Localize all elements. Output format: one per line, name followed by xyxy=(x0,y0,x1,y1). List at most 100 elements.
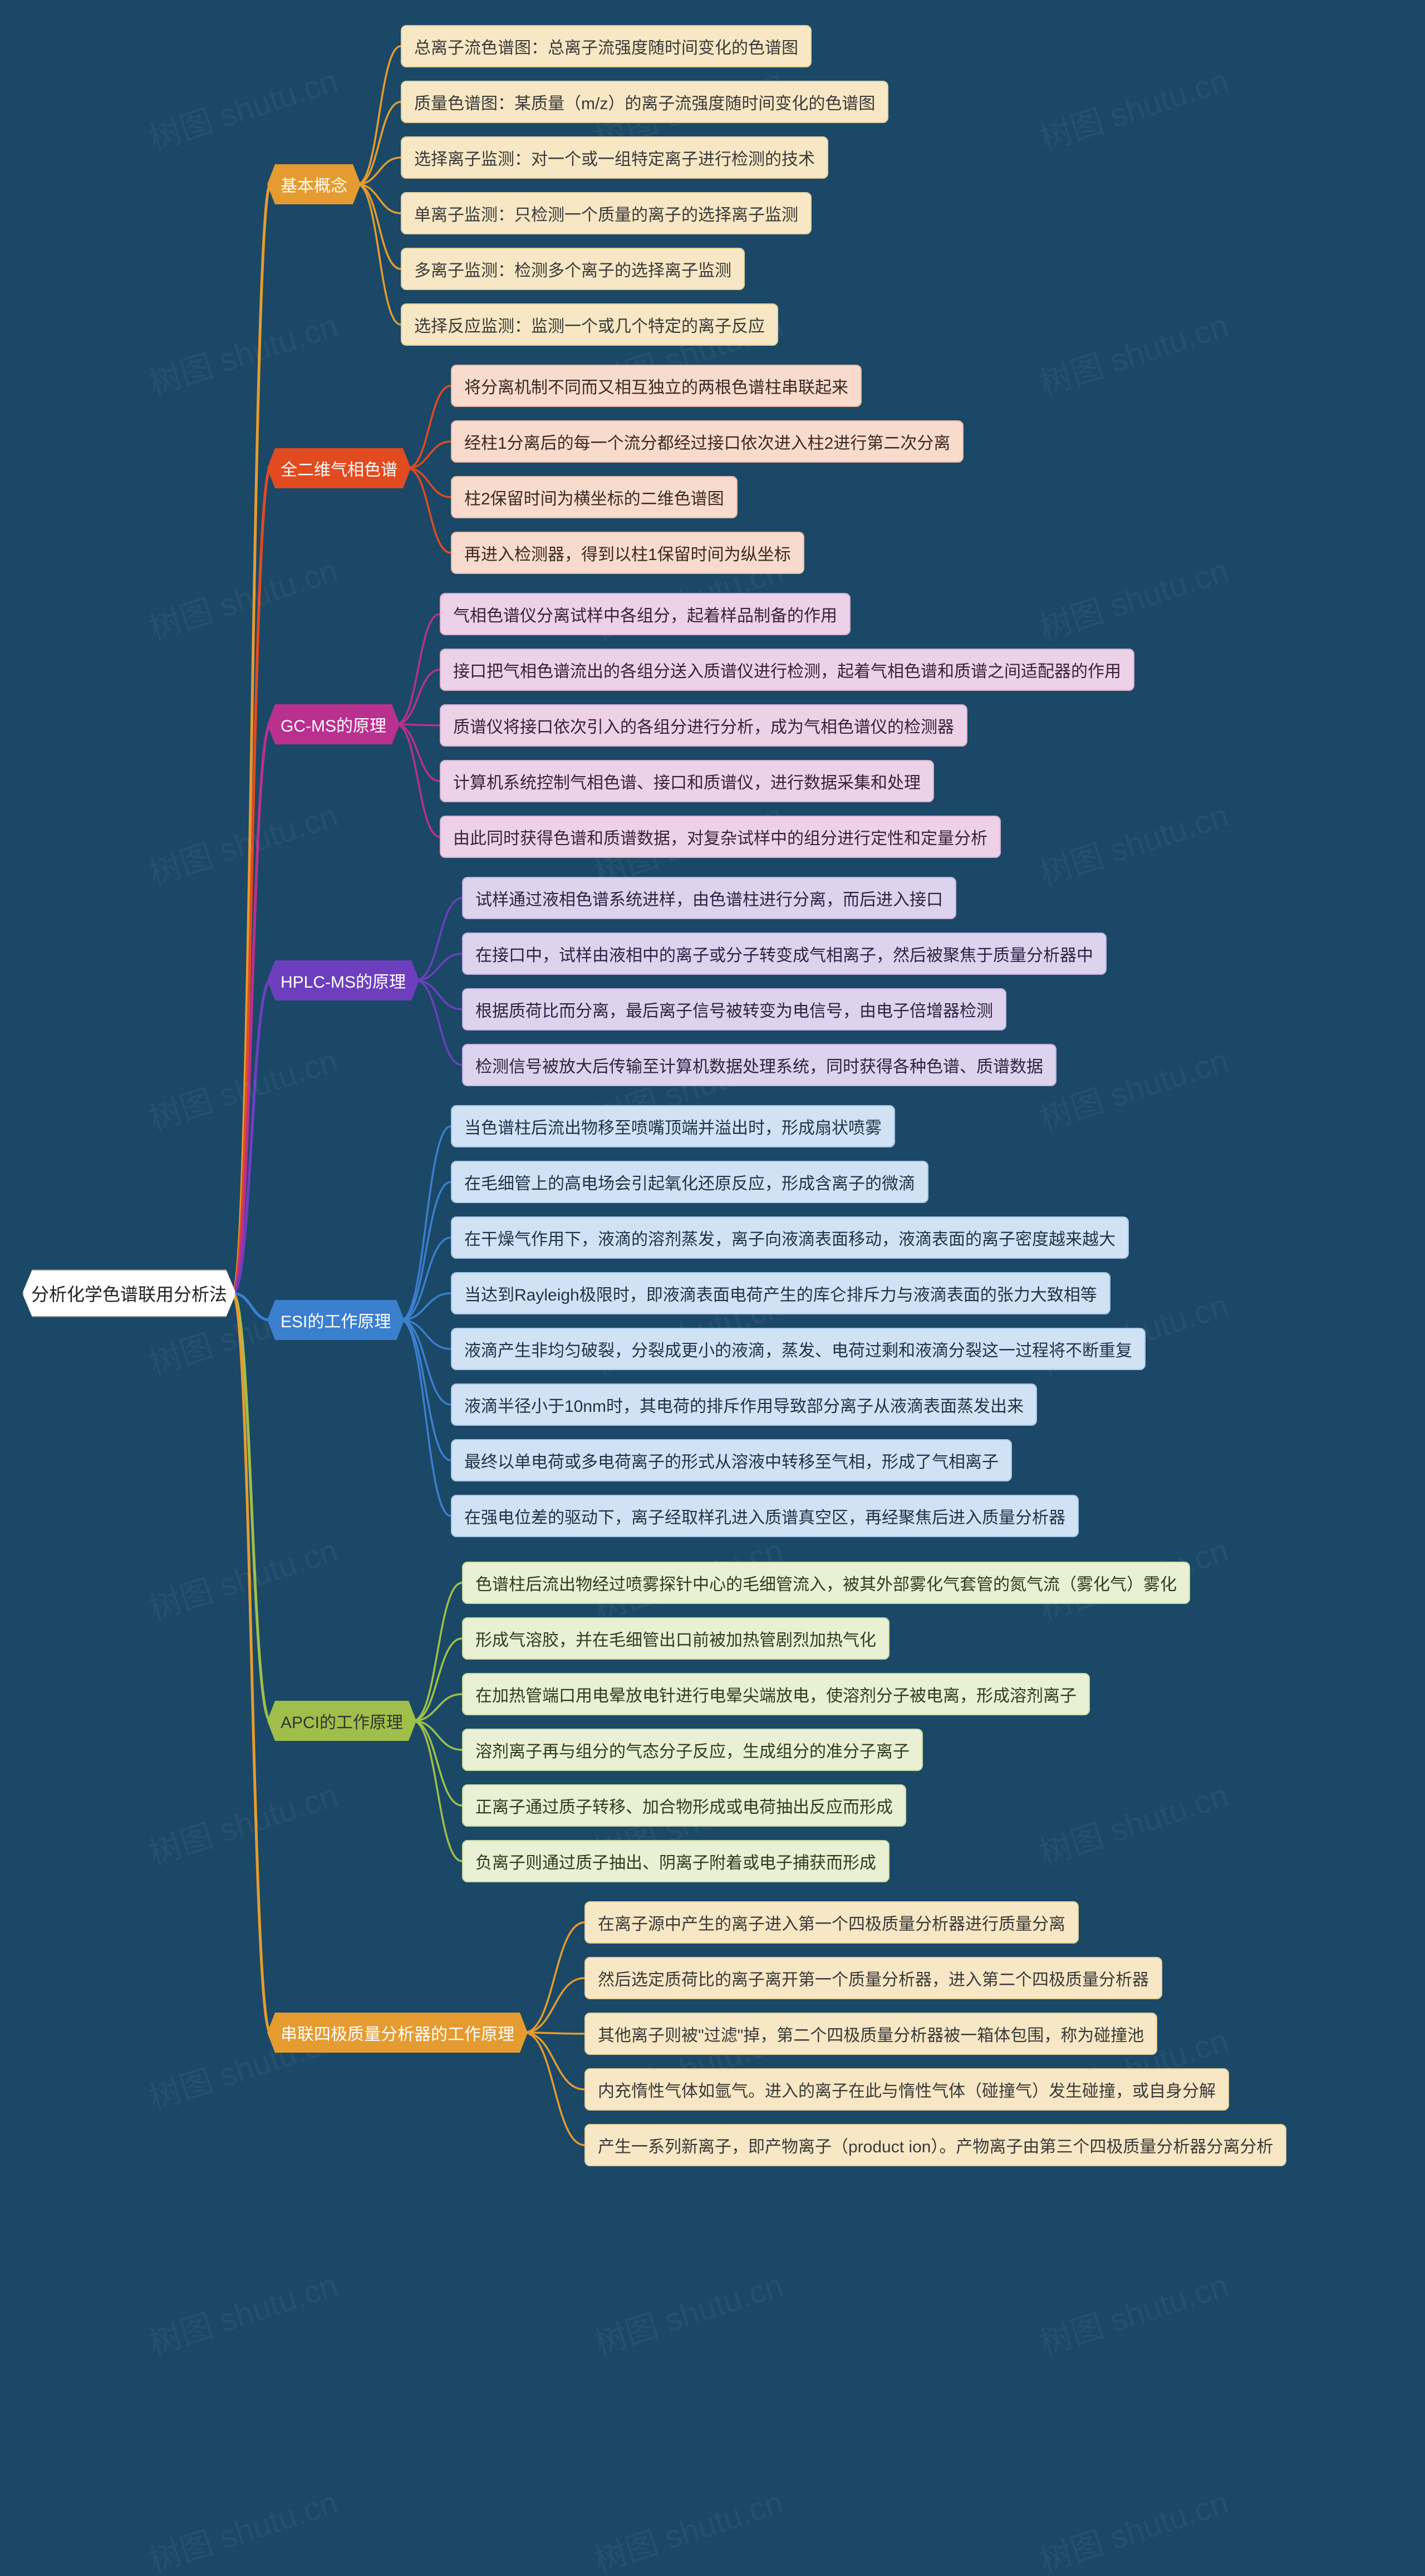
leaf-node-b1-4: 多离子监测：检测多个离子的选择离子监测 xyxy=(401,248,745,290)
connector xyxy=(396,724,440,781)
leaf-node-b5-6: 最终以单电荷或多电荷离子的形式从溶液中转移至气相，形成了气相离子 xyxy=(451,1439,1012,1481)
connector xyxy=(524,1978,584,2033)
mindmap-canvas: 树图 shutu.cn 树图 shutu.cn 树图 shutu.cn 树图 shut… xyxy=(0,0,1425,2576)
leaf-node-b2-2: 柱2保留时间为横坐标的二维色谱图 xyxy=(451,476,738,518)
connector xyxy=(413,1694,462,1721)
connector xyxy=(524,2033,584,2145)
connector xyxy=(396,614,440,724)
leaf-node-b3-1: 接口把气相色谱流出的各组分送入质谱仪进行检测，起着气相色谱和质谱之间适配器的作用 xyxy=(440,649,1134,691)
watermark: 树图 shutu.cn xyxy=(1033,2476,1234,2576)
connector xyxy=(233,468,271,1293)
watermark: 树图 shutu.cn xyxy=(1033,2259,1234,2364)
watermark: 树图 shutu.cn xyxy=(588,2259,788,2364)
connector xyxy=(413,1721,462,1805)
leaf-node-b3-3: 计算机系统控制气相色谱、接口和质谱仪，进行数据采集和处理 xyxy=(440,760,934,802)
leaf-node-b1-1: 质量色谱图：某质量（m/z）的离子流强度随时间变化的色谱图 xyxy=(401,81,888,123)
branch-node-b6: APCI的工作原理 xyxy=(267,1701,416,1741)
watermark: 树图 shutu.cn xyxy=(1033,1769,1234,1874)
leaf-node-b1-2: 选择离子监测：对一个或一组特定离子进行检测的技术 xyxy=(401,136,828,179)
connector xyxy=(357,46,401,184)
connector xyxy=(233,980,271,1293)
leaf-node-b2-1: 经柱1分离后的每一个流分都经过接口依次进入柱2进行第二次分离 xyxy=(451,420,964,463)
connector xyxy=(357,102,401,184)
leaf-node-b2-3: 再进入检测器，得到以柱1保留时间为纵坐标 xyxy=(451,532,804,574)
connector xyxy=(401,1182,451,1320)
connector xyxy=(524,2033,584,2034)
connector xyxy=(407,386,451,468)
connector xyxy=(401,1320,451,1460)
root-node: 分析化学色谱联用分析法 xyxy=(22,1269,236,1317)
branch-node-b2: 全二维气相色谱 xyxy=(267,448,411,488)
leaf-node-b7-4: 产生一系列新离子，即产物离子（product ion）。产物离子由第三个四极质量… xyxy=(584,2124,1286,2166)
connector xyxy=(401,1320,451,1349)
leaf-node-b7-3: 内充惰性气体如氩气。进入的离子在此与惰性气体（碰撞气）发生碰撞，或自身分解 xyxy=(584,2068,1229,2111)
connector xyxy=(396,724,440,837)
leaf-node-b3-0: 气相色谱仪分离试样中各组分，起着样品制备的作用 xyxy=(440,593,851,635)
connector xyxy=(407,468,451,553)
branch-node-b3: GC-MS的原理 xyxy=(267,704,400,744)
connector xyxy=(396,670,440,724)
leaf-node-b6-4: 正离子通过质子转移、加合物形成或电荷抽出反应而形成 xyxy=(462,1784,906,1827)
watermark: 树图 shutu.cn xyxy=(142,544,343,649)
branch-node-b7: 串联四极质量分析器的工作原理 xyxy=(267,2013,528,2053)
watermark: 树图 shutu.cn xyxy=(1033,544,1234,649)
connector xyxy=(357,184,401,269)
leaf-node-b1-5: 选择反应监测：监测一个或几个特定的离子反应 xyxy=(401,303,778,346)
leaf-node-b7-1: 然后选定质荷比的离子离开第一个质量分析器，进入第二个四极质量分析器 xyxy=(584,1957,1162,1999)
leaf-node-b5-3: 当达到Rayleigh极限时，即液滴表面电荷产生的库仑排斥力与液滴表面的张力大致… xyxy=(451,1272,1110,1314)
watermark: 树图 shutu.cn xyxy=(142,300,343,404)
connector xyxy=(416,980,462,1009)
leaf-node-b3-4: 由此同时获得色谱和质谱数据，对复杂试样中的组分进行定性和定量分析 xyxy=(440,816,1001,858)
branch-node-b1: 基本概念 xyxy=(267,164,361,204)
leaf-node-b1-3: 单离子监测：只检测一个质量的离子的选择离子监测 xyxy=(401,192,812,234)
watermark: 树图 shutu.cn xyxy=(142,1524,343,1629)
connector xyxy=(401,1320,451,1516)
watermark: 树图 shutu.cn xyxy=(142,55,343,159)
connector xyxy=(357,158,401,184)
connector xyxy=(357,184,401,213)
connector xyxy=(401,1293,451,1320)
leaf-node-b7-0: 在离子源中产生的离子进入第一个四极质量分析器进行质量分离 xyxy=(584,1901,1079,1944)
leaf-node-b4-2: 根据质荷比而分离，最后离子信号被转变为电信号，由电子倍增器检测 xyxy=(462,988,1006,1031)
leaf-node-b3-2: 质谱仪将接口依次引入的各组分进行分析，成为气相色谱仪的检测器 xyxy=(440,704,967,747)
connector xyxy=(416,898,462,980)
watermark: 树图 shutu.cn xyxy=(1033,789,1234,894)
connector xyxy=(233,1293,271,2033)
connector xyxy=(233,1293,271,1721)
leaf-node-b6-5: 负离子则通过质子抽出、阴离子附着或电子捕获而形成 xyxy=(462,1840,890,1882)
leaf-node-b1-0: 总离子流色谱图：总离子流强度随时间变化的色谱图 xyxy=(401,25,812,67)
watermark: 树图 shutu.cn xyxy=(1033,1034,1234,1139)
watermark: 树图 shutu.cn xyxy=(142,1769,343,1874)
branch-node-b4: HPLC-MS的原理 xyxy=(267,960,419,1000)
connector xyxy=(407,468,451,497)
leaf-node-b5-2: 在干燥气作用下，液滴的溶剂蒸发，离子向液滴表面移动，液滴表面的离子密度越来越大 xyxy=(451,1216,1129,1259)
watermark: 树图 shutu.cn xyxy=(588,2476,788,2576)
leaf-node-b4-3: 检测信号被放大后传输至计算机数据处理系统，同时获得各种色谱、质谱数据 xyxy=(462,1044,1057,1086)
branch-node-b5: ESI的工作原理 xyxy=(267,1300,404,1340)
watermark: 树图 shutu.cn xyxy=(1033,55,1234,159)
watermark: 树图 shutu.cn xyxy=(142,2259,343,2364)
leaf-node-b5-1: 在毛细管上的高电场会引起氧化还原反应，形成含离子的微滴 xyxy=(451,1161,928,1203)
connector xyxy=(413,1638,462,1721)
connector xyxy=(396,724,440,725)
connector xyxy=(407,441,451,468)
connector xyxy=(413,1721,462,1861)
watermark: 树图 shutu.cn xyxy=(1033,300,1234,404)
watermark: 树图 shutu.cn xyxy=(142,1034,343,1139)
connector xyxy=(357,184,401,325)
leaf-node-b5-0: 当色谱柱后流出物移至喷嘴顶端并溢出时，形成扇状喷雾 xyxy=(451,1105,895,1147)
leaf-node-b6-2: 在加热管端口用电晕放电针进行电晕尖端放电，使溶剂分子被电离，形成溶剂离子 xyxy=(462,1673,1090,1715)
leaf-node-b6-0: 色谱柱后流出物经过喷雾探针中心的毛细管流入，被其外部雾化气套管的氮气流（雾化气）… xyxy=(462,1562,1190,1604)
connector xyxy=(233,1293,271,1320)
connector xyxy=(524,2033,584,2089)
leaf-node-b5-7: 在强电位差的驱动下，离子经取样孔进入质谱真空区，再经聚焦后进入质量分析器 xyxy=(451,1495,1079,1537)
leaf-node-b2-0: 将分离机制不同而又相互独立的两根色谱柱串联起来 xyxy=(451,365,862,407)
connector xyxy=(401,1126,451,1320)
connector xyxy=(413,1721,462,1750)
connector xyxy=(413,1583,462,1721)
leaf-node-b6-3: 溶剂离子再与组分的气态分子反应，生成组分的准分子离子 xyxy=(462,1729,923,1771)
connector xyxy=(233,724,271,1293)
connector xyxy=(401,1238,451,1320)
watermark: 树图 shutu.cn xyxy=(142,789,343,894)
connector xyxy=(416,954,462,980)
